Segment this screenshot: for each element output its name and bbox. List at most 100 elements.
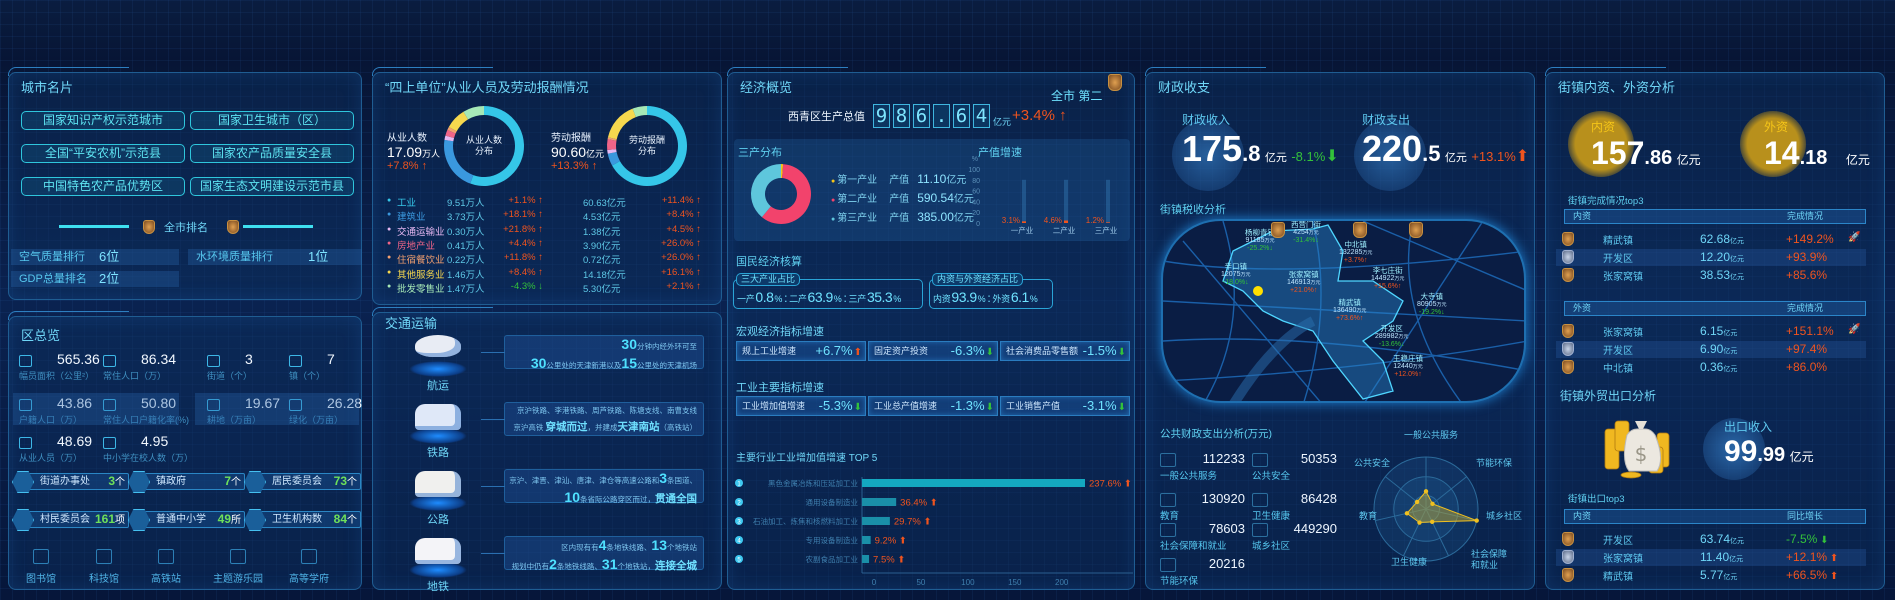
tax-map-title: 街镇税收分析 [1160, 204, 1226, 216]
radar-spoke [1402, 508, 1427, 557]
radar-spoke [1385, 476, 1427, 510]
town-unit: 万元 [1436, 302, 1447, 308]
transport-2[interactable]: 公路 [393, 465, 483, 526]
amount: 62.68亿元 [1700, 232, 1745, 246]
donut-slice [632, 106, 647, 118]
category-label: 石油加工、炼焦和核燃料加工业 [753, 516, 858, 526]
industry-row: ● 交通运输业 0.30万人 +21.8% ↑ 1.38亿元 +4.5% ↑ [373, 224, 723, 238]
sector-name: 第二产业 [837, 194, 878, 205]
category-label: 三产业 [1095, 225, 1118, 235]
amount-unit: 亿元 [1729, 556, 1744, 563]
employees-value: 1.46万人 [447, 269, 485, 281]
town-tax: 146913万元 [1287, 279, 1320, 287]
table-row[interactable]: 开发区 12.20亿元 +93.9% [1556, 249, 1866, 266]
radar-point [1404, 511, 1410, 516]
plane-ship-icon [415, 335, 461, 357]
map-town-label[interactable]: 西营门街 4254万元 -31.4%↓ [1291, 221, 1321, 245]
landmark-2[interactable]: 高铁站 [136, 549, 196, 585]
domestic-dec: .86 [1644, 147, 1673, 169]
legend-dot-icon: ● [387, 239, 392, 247]
transport-3[interactable]: 地铁 [393, 532, 483, 593]
info-line: 京沪、津晋、津汕、唐津、津仓等高速公路和3条国道、 [505, 470, 697, 489]
town-tax: 91185万元 [1245, 237, 1275, 245]
panel-title: 财政收支 [1158, 80, 1211, 95]
town-name: 精武镇 [1603, 236, 1633, 247]
tax-map[interactable]: 杨柳青镇 91185万元 -25.2%↓ 西营门街 4254万元 -31.4%↓ 中北镇 13… [1161, 219, 1526, 403]
finance-panel: 财政收支 财政收入 175.8 亿元 -8.1%⬇ 财政支出 220.5 亿元 … [1145, 67, 1535, 590]
transport-1[interactable]: 铁路 [393, 398, 483, 459]
facility-item[interactable]: 镇政府 7个 [128, 471, 245, 493]
map-town-label[interactable]: 张家窝镇 146913万元 +21.0%↑ [1287, 271, 1320, 295]
town-tax: 80905万元 [1417, 301, 1446, 309]
table-row[interactable]: 开发区 6.90亿元 +97.4% [1556, 341, 1866, 358]
arrow-up-icon: ↑ [591, 160, 598, 172]
town-value: 12440 [1393, 363, 1413, 370]
facility-item[interactable]: 村民委员会 161项 [12, 509, 129, 531]
stats-highlight-band [13, 393, 179, 425]
table-row[interactable]: 中北镇 0.36亿元 +86.0% [1556, 359, 1866, 376]
facility-item[interactable]: 普通中小学 49所 [128, 509, 245, 531]
map-town-label[interactable]: 中北镇 132285万元 +3.7%↑ [1339, 241, 1372, 265]
arrow-down-icon: ⬇ [1817, 535, 1829, 546]
indicator-label: 规上工业增速 [742, 346, 797, 356]
map-town-label[interactable]: 开发区 289982万元 -13.6%↓ [1375, 325, 1408, 349]
info-text: 区内现有有 [561, 543, 599, 552]
facility-item[interactable]: 居民委员会 73个 [244, 471, 361, 493]
landmark-4[interactable]: 高等学府 [279, 549, 339, 585]
landmark-0[interactable]: 图书馆 [11, 549, 71, 585]
facility-item[interactable]: 卫生机构数 84个 [244, 509, 361, 531]
stat-value: 86.34 [141, 351, 177, 367]
export-title: 街镇外贸出口分析 [1560, 389, 1657, 403]
amount: 11.40亿元 [1700, 550, 1744, 564]
table-row[interactable]: 精武镇 62.68亿元 +149.2% 🚀 [1556, 231, 1866, 248]
table-row[interactable]: 精武镇 5.77亿元 +66.5% ⬆ [1556, 567, 1866, 584]
header-cell: 完成情况 [1787, 303, 1824, 313]
map-town-label[interactable]: 辛口镇 12075万元 -18.0%↓ [1221, 263, 1250, 287]
transport-0[interactable]: 航运 [393, 331, 483, 392]
road-line [1163, 300, 1524, 322]
landmark-1[interactable]: 科技馆 [74, 549, 134, 585]
spending-icon [1160, 493, 1176, 507]
table-row[interactable]: 张家窝镇 6.15亿元 +151.1% 🚀 [1556, 323, 1866, 340]
sector-value: 11.10 [917, 172, 947, 186]
amount: 6.15亿元 [1700, 324, 1738, 338]
industry-row: ● 批发零售业 1.47万人 -4.3% ↓ 5.30亿元 +2.1% ↑ [373, 281, 723, 295]
facility-count: 161项 [94, 512, 125, 526]
map-town-label[interactable]: 精武镇 136490万元 +73.6%↑ [1333, 299, 1366, 323]
expense-dec: .5 [1422, 141, 1441, 166]
map-town-label[interactable]: 李七庄街 144922万元 +15.6%↑ [1371, 267, 1404, 291]
bar [862, 536, 871, 544]
table-row[interactable]: 张家窝镇 38.53亿元 +85.6% [1556, 267, 1866, 284]
facility-item[interactable]: 街道办事处 3个 [12, 471, 129, 493]
stat-label: 幅员面积（公里²） [19, 371, 94, 381]
rank-number: 5 [737, 558, 741, 564]
bar-value-label: 3.1% [1002, 216, 1020, 225]
table-row[interactable]: 开发区 63.74亿元 -7.5% ⬇ [1556, 531, 1866, 548]
indicator-box: 工业总产值增速 -1.3%⬇ [868, 396, 998, 416]
medal-icon [1562, 568, 1574, 582]
map-town-label[interactable]: 杨柳青镇 91185万元 -25.2%↓ [1245, 229, 1275, 253]
stat-icon [289, 399, 302, 411]
city-rank: 全市 第二 [1051, 89, 1103, 103]
map-town-label[interactable]: 大寺镇 80905万元 -19.2%↓ [1417, 293, 1446, 317]
stat-item: 19.67 耕地（万亩） [207, 395, 293, 435]
map-town-label[interactable]: 王稳庄镇 12440万元 +12.0%↑ [1393, 355, 1423, 379]
town-tax: 289982万元 [1375, 333, 1408, 341]
income-int: 175 [1182, 128, 1243, 169]
facility-count: 73个 [333, 474, 357, 488]
economy-panel: 经济概览 西青区生产总值 亿元 +3.4% ↑ 全市 第二 三产分布 ● 第一产… [727, 67, 1135, 590]
change: +93.9% [1786, 250, 1828, 264]
info-text: 条地铁线路、 [606, 543, 652, 552]
stat-label: 从业人员（万） [19, 453, 83, 463]
gdp-digit: 6 [953, 104, 970, 128]
expense-int: 220 [1362, 128, 1423, 169]
town-name: 开发区 [1603, 346, 1633, 357]
table-row[interactable]: 张家窝镇 11.40亿元 +12.1% ⬆ [1556, 549, 1866, 566]
town-tax: 12440万元 [1393, 363, 1423, 371]
connector-line [481, 352, 505, 353]
facility-unit: 个 [347, 515, 357, 526]
town-change: +73.6%↑ [1335, 315, 1364, 322]
radar-point [1430, 501, 1435, 507]
public-spending-title: 公共财政支出分析(万元) [1160, 428, 1272, 440]
landmark-3[interactable]: 主题游乐园 [208, 549, 268, 585]
